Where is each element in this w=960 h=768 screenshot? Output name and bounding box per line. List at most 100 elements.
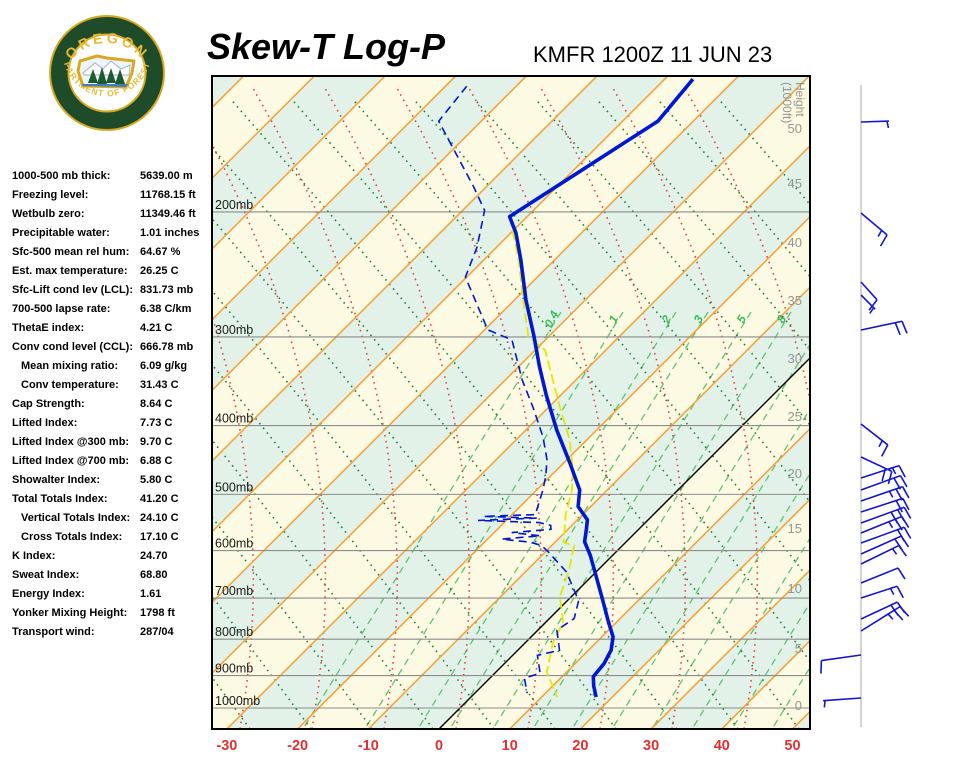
stat-row: Cross Totals Index: 17.10 C <box>21 528 212 547</box>
temperature-curve <box>507 78 695 698</box>
stat-label: Conv temperature: <box>21 379 119 391</box>
stat-label: Sfc-Lift cond lev (LCL): <box>12 284 133 296</box>
stat-value: 26.25 C <box>140 265 179 277</box>
temperature-bands <box>212 76 810 729</box>
stat-row: Sweat Index: 68.80 <box>12 566 212 585</box>
wind-barb <box>860 212 888 247</box>
stat-value: 1798 ft <box>140 607 175 619</box>
pressure-label: 200mb <box>215 198 253 212</box>
page-title: Skew-T Log-P <box>207 26 446 67</box>
dry-adiabats <box>212 98 810 729</box>
wind-barb <box>823 697 862 708</box>
stat-value: 6.88 C <box>140 455 173 467</box>
stat-row: 1000-500 mb thick: 5639.00 m <box>12 167 212 186</box>
stat-row: Vertical Totals Index: 24.10 C <box>21 509 212 528</box>
stat-row: Transport wind: 287/04 <box>12 623 212 642</box>
logo-state-scene <box>76 54 136 89</box>
stat-value: 666.78 mb <box>140 341 194 353</box>
stat-label: K Index: <box>12 550 56 562</box>
stat-row: Mean mixing ratio: 6.09 g/kg <box>21 357 212 376</box>
stat-value: 287/04 <box>140 626 174 638</box>
stat-row: ThetaE index: 4.21 C <box>12 319 212 338</box>
stat-label: Lifted Index @700 mb: <box>12 455 130 467</box>
stat-value: 17.10 C <box>140 531 179 543</box>
stat-label: Wetbulb zero: <box>12 208 85 220</box>
stat-value: 24.70 <box>140 550 168 562</box>
wind-barb <box>860 464 906 479</box>
temperature-axis: -30 -20 -10 0 10 20 30 40 50 <box>216 738 800 754</box>
stat-row: Showalter Index: 5.80 C <box>12 471 212 490</box>
stat-value: 41.20 C <box>140 493 179 505</box>
pressure-label: 600mb <box>215 537 253 551</box>
stat-value: 4.21 C <box>140 322 173 334</box>
height-label: 0 <box>795 698 802 713</box>
stat-label: ThetaE index: <box>12 322 85 334</box>
height-label: 10 <box>788 581 802 596</box>
stat-label: Lifted Index @300 mb: <box>12 436 130 448</box>
pressure-label: 300mb <box>215 323 253 337</box>
height-label: 15 <box>788 521 802 536</box>
stat-value: 6.38 C/km <box>140 303 192 315</box>
wind-barb <box>860 585 904 599</box>
stat-value: 831.73 mb <box>140 284 194 296</box>
temp-tick-label: 30 <box>643 738 659 754</box>
stat-value: 5639.00 m <box>140 170 193 182</box>
wind-barb <box>860 535 910 555</box>
pressure-label: 400mb <box>215 412 253 426</box>
stat-value: 5.80 C <box>140 474 173 486</box>
height-label: 5 <box>795 641 802 656</box>
stat-label: Yonker Mixing Height: <box>12 607 128 619</box>
stat-row: Lifted Index: 7.73 C <box>12 414 212 433</box>
stat-row: Conv temperature: 31.43 C <box>21 376 212 395</box>
stat-label: Cross Totals Index: <box>21 531 123 543</box>
stat-label: Vertical Totals Index: <box>21 512 131 524</box>
temp-tick-label: -10 <box>358 738 379 754</box>
stat-row: Precipitable water: 1.01 inches <box>12 224 212 243</box>
temp-tick-label: 40 <box>714 738 730 754</box>
temp-tick-label: -30 <box>216 738 237 754</box>
wind-barb <box>860 120 890 129</box>
stat-label: 1000-500 mb thick: <box>12 170 111 182</box>
stat-value: 6.09 g/kg <box>140 360 188 372</box>
stat-value: 24.10 C <box>140 512 179 524</box>
svg-text:Height: Height <box>793 82 807 117</box>
height-label: 30 <box>788 351 802 366</box>
wind-barbs <box>820 85 912 727</box>
height-label: 20 <box>788 466 802 481</box>
stat-row: 700-500 lapse rate: 6.38 C/km <box>12 300 212 319</box>
stat-row: Total Totals Index: 41.20 C <box>12 490 212 509</box>
wind-barb <box>860 497 910 513</box>
stat-label: Sfc-500 mean rel hum: <box>12 246 130 258</box>
temp-tick-label: 10 <box>502 738 518 754</box>
height-label: 45 <box>788 176 802 191</box>
stat-label: Conv cond level (CCL): <box>12 341 134 353</box>
height-label: 40 <box>788 235 802 250</box>
height-label: 50 <box>788 121 802 136</box>
height-label: 35 <box>788 293 802 308</box>
moist-adiabats <box>212 88 810 729</box>
stat-value: 31.43 C <box>140 379 179 391</box>
pressure-label: 500mb <box>215 480 253 494</box>
stat-value: 1.61 <box>140 588 162 600</box>
stat-label: Mean mixing ratio: <box>21 360 119 372</box>
stat-value: 11349.46 ft <box>140 208 196 220</box>
wind-barb <box>860 515 910 534</box>
wind-barb <box>860 423 889 457</box>
odf-logo: OREGON DEPARTMENT OF FORESTRY <box>43 5 167 133</box>
stat-value: 8.64 C <box>140 398 173 410</box>
pressure-label: 700mb <box>215 584 253 598</box>
temp-tick-label: 20 <box>572 738 588 754</box>
pressure-lines: 200mb 300mb 400mb 500mb 600mb 700mb 800mb 900mb… <box>212 198 810 709</box>
stat-label: 700-500 lapse rate: <box>12 303 111 315</box>
stat-label: Est. max temperature: <box>12 265 128 277</box>
stat-row: Lifted Index @700 mb: 6.88 C <box>12 452 212 471</box>
station-datetime-title: KMFR 1200Z 11 JUN 23 <box>533 42 773 67</box>
stat-row: Sfc-500 mean rel hum: 64.67 % <box>12 243 212 262</box>
svg-text:(1000ft): (1000ft) <box>780 82 794 123</box>
stat-row: Yonker Mixing Height: 1798 ft <box>12 604 212 623</box>
stat-label: Cap Strength: <box>12 398 85 410</box>
wind-barb <box>820 654 862 674</box>
stat-value: 7.73 C <box>140 417 173 429</box>
stat-label: Sweat Index: <box>12 569 80 581</box>
